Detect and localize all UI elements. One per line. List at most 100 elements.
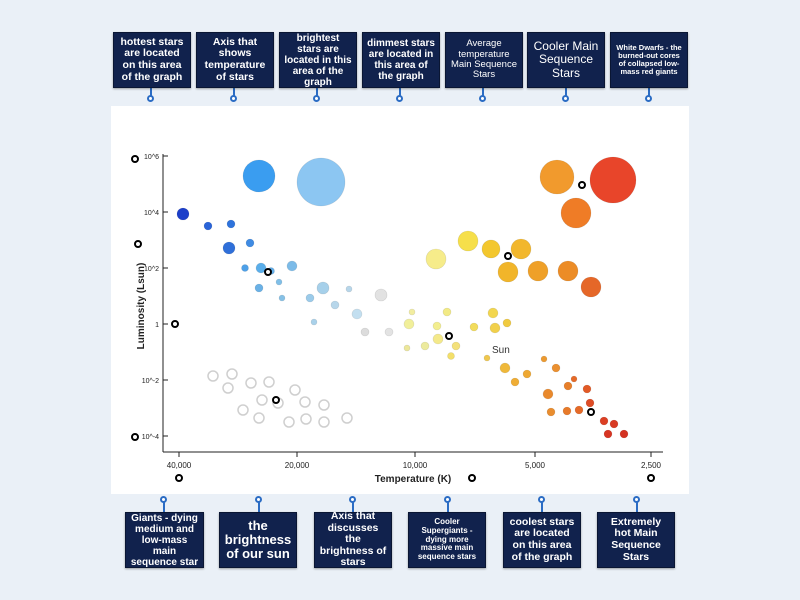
star-marker bbox=[542, 388, 554, 400]
star-marker bbox=[254, 283, 264, 293]
star-marker bbox=[203, 221, 213, 231]
star-marker bbox=[226, 219, 236, 229]
label-text: White Dwarfs - the burned-out cores of c… bbox=[616, 42, 682, 77]
star-marker bbox=[539, 159, 575, 195]
sun-label: Sun bbox=[492, 345, 510, 356]
label-card-brightest-stars[interactable]: brightest stars are located in this area… bbox=[279, 32, 357, 88]
label-text: Axis that shows temperature of stars bbox=[204, 35, 266, 83]
star-marker bbox=[619, 429, 629, 439]
label-card-cooler-main-sequence[interactable]: Cooler Main Sequence Stars bbox=[527, 32, 605, 88]
star-marker bbox=[275, 278, 283, 286]
star-marker bbox=[432, 321, 442, 331]
star-marker bbox=[408, 308, 416, 316]
drop-target[interactable] bbox=[131, 433, 139, 441]
star-marker bbox=[403, 318, 415, 330]
star-marker bbox=[241, 264, 249, 272]
star-marker bbox=[222, 382, 234, 394]
star-marker bbox=[263, 376, 275, 388]
label-text: dimmest stars are located in this area o… bbox=[367, 38, 435, 82]
star-marker bbox=[289, 384, 301, 396]
star-marker bbox=[310, 318, 318, 326]
label-text: brightest stars are located in this area… bbox=[284, 32, 352, 88]
star-marker bbox=[345, 285, 353, 293]
star-marker bbox=[603, 429, 613, 439]
label-text: coolest stars are located on this area o… bbox=[509, 515, 575, 563]
star-marker bbox=[589, 156, 637, 204]
x-tick-label: 5,000 bbox=[525, 461, 546, 470]
star-marker bbox=[599, 416, 609, 426]
star-marker bbox=[351, 308, 363, 320]
label-card-temperature-axis[interactable]: Axis that shows temperature of stars bbox=[196, 32, 274, 88]
label-card-dimmest-stars[interactable]: dimmest stars are located in this area o… bbox=[362, 32, 440, 88]
star-marker bbox=[256, 394, 268, 406]
star-marker bbox=[425, 248, 447, 270]
drop-target[interactable] bbox=[587, 408, 595, 416]
label-card-coolest-stars[interactable]: coolest stars are located on this area o… bbox=[503, 512, 581, 568]
drop-target[interactable] bbox=[175, 474, 183, 482]
star-marker bbox=[489, 322, 501, 334]
star-marker bbox=[384, 327, 394, 337]
label-card-brightness-axis[interactable]: Axis that discusses the brightness of st… bbox=[314, 510, 392, 568]
y-tick-label: 10^6 bbox=[144, 154, 159, 161]
drop-target[interactable] bbox=[578, 181, 586, 189]
drop-target[interactable] bbox=[131, 155, 139, 163]
x-tick-label: 40,000 bbox=[167, 461, 192, 470]
star-marker bbox=[481, 239, 501, 259]
star-marker bbox=[574, 405, 584, 415]
star-marker bbox=[278, 294, 286, 302]
star-marker bbox=[522, 369, 532, 379]
x-axis-title: Temperature (K) bbox=[375, 474, 452, 485]
y-ticks: 10^6 10^4 10^2 1 10^-2 10^-4 bbox=[142, 154, 168, 441]
y-tick-label: 10^4 bbox=[144, 210, 159, 217]
star-marker bbox=[510, 238, 532, 260]
drop-target[interactable] bbox=[504, 252, 512, 260]
drop-target[interactable] bbox=[272, 396, 280, 404]
label-text: the brightness of our sun bbox=[224, 517, 292, 562]
star-marker bbox=[420, 341, 430, 351]
star-marker bbox=[527, 260, 549, 282]
star-marker bbox=[305, 293, 315, 303]
star-marker bbox=[176, 207, 190, 221]
star-marker bbox=[253, 412, 265, 424]
star-marker bbox=[226, 368, 238, 380]
star-marker bbox=[432, 333, 444, 345]
label-card-average-main-sequence[interactable]: Average temperature Main Sequence Stars bbox=[445, 32, 523, 88]
label-text: Average temperature Main Sequence Stars bbox=[450, 38, 518, 81]
label-card-cooler-supergiants[interactable]: Cooler Supergiants - dying more massive … bbox=[408, 512, 486, 568]
star-marker bbox=[283, 416, 295, 428]
label-card-sun-brightness[interactable]: the brightness of our sun bbox=[219, 512, 297, 568]
drop-target[interactable] bbox=[468, 474, 476, 482]
label-text: hottest stars are located on this area o… bbox=[120, 35, 184, 83]
star-marker bbox=[318, 416, 330, 428]
x-tick-label: 10,000 bbox=[403, 461, 428, 470]
star-marker bbox=[316, 281, 330, 295]
label-card-hot-main-sequence[interactable]: Extremely hot Main Sequence Stars bbox=[597, 512, 675, 568]
x-tick-label: 20,000 bbox=[285, 461, 310, 470]
label-card-giants[interactable]: Giants - dying medium and low-mass main … bbox=[125, 512, 204, 568]
label-card-white-dwarfs[interactable]: White Dwarfs - the burned-out cores of c… bbox=[610, 32, 688, 88]
x-ticks: 40,000 20,000 10,000 5,000 2,500 bbox=[167, 452, 662, 470]
star-marker bbox=[451, 341, 461, 351]
star-marker bbox=[557, 260, 579, 282]
star-marker bbox=[563, 381, 573, 391]
label-card-hottest-stars[interactable]: hottest stars are located on this area o… bbox=[113, 32, 191, 88]
star-marker bbox=[487, 307, 499, 319]
drop-target[interactable] bbox=[134, 240, 142, 248]
star-marker bbox=[222, 241, 236, 255]
star-marker bbox=[497, 261, 519, 283]
y-tick-label: 10^2 bbox=[144, 266, 159, 273]
drop-target[interactable] bbox=[264, 268, 272, 276]
star-marker bbox=[300, 413, 312, 425]
drop-target[interactable] bbox=[647, 474, 655, 482]
x-tick-label: 2,500 bbox=[641, 461, 662, 470]
label-text: Giants - dying medium and low-mass main … bbox=[130, 512, 199, 568]
star-marker bbox=[318, 399, 330, 411]
star-marker bbox=[286, 260, 298, 272]
star-marker bbox=[403, 344, 411, 352]
drop-target[interactable] bbox=[445, 332, 453, 340]
label-text: Cooler Main Sequence Stars bbox=[533, 39, 599, 80]
y-axis-title: Luminosity (Lsun) bbox=[136, 263, 147, 350]
label-text: Cooler Supergiants - dying more massive … bbox=[417, 517, 477, 562]
star-marker bbox=[374, 288, 388, 302]
drop-target[interactable] bbox=[171, 320, 179, 328]
